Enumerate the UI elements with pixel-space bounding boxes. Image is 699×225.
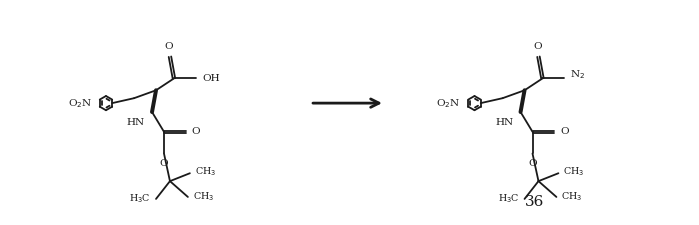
Text: O$_2$N: O$_2$N	[436, 97, 461, 110]
Text: H$_3$C: H$_3$C	[498, 193, 519, 205]
Text: CH$_3$: CH$_3$	[561, 191, 583, 203]
Text: CH$_3$: CH$_3$	[193, 191, 214, 203]
Text: H$_3$C: H$_3$C	[129, 193, 151, 205]
Text: O: O	[533, 42, 542, 51]
Text: O$_2$N: O$_2$N	[68, 97, 92, 110]
Text: HN: HN	[127, 118, 145, 127]
Text: O: O	[561, 127, 569, 136]
Text: 36: 36	[524, 195, 544, 209]
Text: N$_2$: N$_2$	[570, 68, 585, 81]
Text: HN: HN	[496, 118, 514, 127]
Text: OH: OH	[203, 74, 220, 83]
Text: O: O	[192, 127, 201, 136]
Text: O: O	[165, 42, 173, 51]
Text: O: O	[528, 160, 537, 169]
Text: O: O	[159, 160, 168, 169]
Text: CH$_3$: CH$_3$	[195, 165, 216, 178]
Text: CH$_3$: CH$_3$	[563, 165, 584, 178]
